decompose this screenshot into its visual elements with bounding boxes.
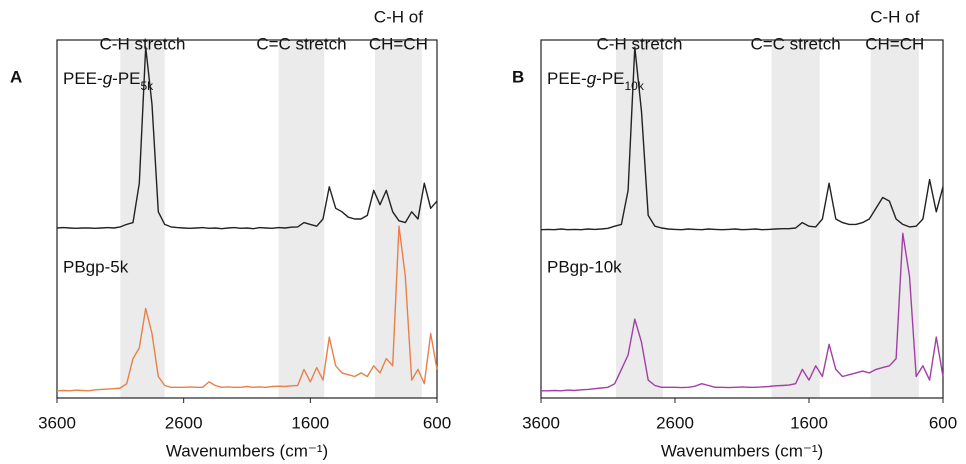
x-tick-label: 3600 bbox=[522, 413, 560, 432]
region-band bbox=[870, 40, 919, 398]
series-label: PEE-g-PE10k bbox=[547, 69, 645, 93]
x-tick-label: 3600 bbox=[38, 413, 76, 432]
x-tick-label: 600 bbox=[929, 413, 957, 432]
x-axis-label: Wavenumbers (cm⁻¹) bbox=[166, 441, 328, 460]
series-label: PEE-g-PE5k bbox=[63, 69, 154, 93]
region-label: CH=CH bbox=[369, 34, 428, 53]
plot-frame bbox=[56, 39, 438, 399]
region-label: C-H of bbox=[870, 7, 919, 26]
series-label: PBgp-5k bbox=[63, 257, 129, 276]
panel-label: B bbox=[512, 67, 524, 86]
series-label: PBgp-10k bbox=[547, 257, 622, 276]
region-band bbox=[278, 40, 325, 398]
panel-label: A bbox=[10, 67, 22, 86]
region-label: C-H stretch bbox=[597, 34, 683, 53]
region-label: CH=CH bbox=[865, 34, 924, 53]
spectrum-line bbox=[56, 225, 438, 392]
region-label: C-H of bbox=[374, 7, 423, 26]
spectrum-line bbox=[56, 46, 438, 230]
region-label: C=C stretch bbox=[750, 34, 840, 53]
region-band bbox=[120, 40, 165, 398]
plot-frame bbox=[540, 39, 944, 399]
x-tick-label: 1600 bbox=[291, 413, 329, 432]
spectrum-line bbox=[541, 232, 944, 392]
x-tick-label: 1600 bbox=[790, 413, 828, 432]
region-band bbox=[771, 40, 820, 398]
region-label: C=C stretch bbox=[256, 34, 346, 53]
x-tick-label: 600 bbox=[423, 413, 451, 432]
region-band bbox=[616, 40, 663, 398]
x-tick-label: 2600 bbox=[656, 413, 694, 432]
region-label: C-H stretch bbox=[100, 34, 186, 53]
spectrum-line bbox=[540, 46, 944, 231]
x-axis-label: Wavenumbers (cm⁻¹) bbox=[661, 441, 823, 460]
x-tick-label: 2600 bbox=[165, 413, 203, 432]
